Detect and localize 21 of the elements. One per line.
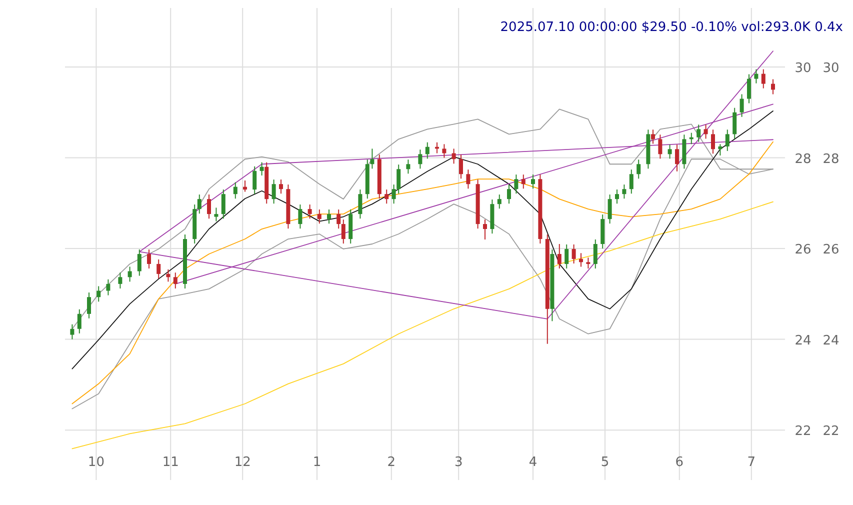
y-tick-label: 28 — [794, 152, 812, 167]
y-tick-label: 30 — [794, 61, 812, 76]
y2-tick-label: 30 — [822, 61, 840, 76]
y-tick-label: 24 — [794, 333, 812, 348]
x-tick-label: 2 — [387, 455, 396, 470]
x-tick-label: 12 — [234, 455, 251, 470]
x-tick-label: 5 — [600, 455, 610, 470]
y2-tick-label: 22 — [822, 424, 840, 440]
y2-tick-label: 26 — [822, 242, 840, 258]
y-tick-label: 22 — [794, 424, 812, 440]
x-tick-label: 11 — [162, 455, 179, 470]
x-tick-label: 6 — [675, 455, 684, 470]
y2-tick-label: 24 — [822, 333, 840, 348]
x-tick-label: 4 — [528, 455, 538, 470]
x-tick-label: 1 — [312, 455, 322, 470]
y-tick-label: 26 — [794, 242, 812, 258]
y2-tick-label: 28 — [822, 152, 840, 167]
x-tick-label: 10 — [88, 455, 104, 470]
x-tick-label: 7 — [747, 455, 756, 470]
text: 2025.07.10 00:00:00 $29.50 -0.10% vol:293.0K 0.4x — [500, 20, 844, 35]
x-tick-label: 3 — [454, 455, 463, 470]
